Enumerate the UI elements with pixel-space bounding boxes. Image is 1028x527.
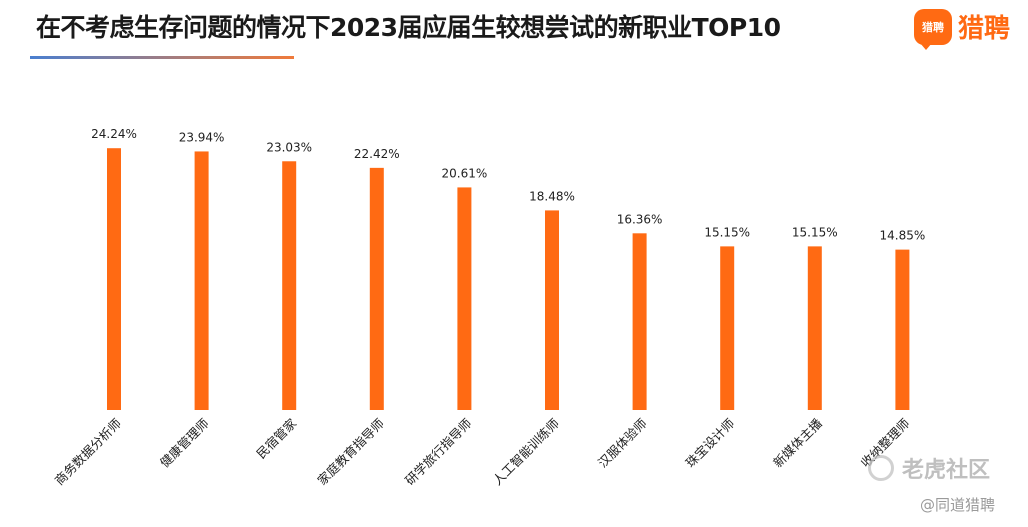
bar-3 <box>282 161 297 410</box>
data-label: 24.24% <box>91 127 137 141</box>
bar-8 <box>720 246 735 410</box>
brand-logo: 猎聘 猎聘 <box>914 8 1011 50</box>
bar-10 <box>895 249 910 410</box>
data-label: 23.94% <box>179 130 225 144</box>
logo-badge-icon: 猎聘 <box>914 8 952 50</box>
logo-text: 猎聘 <box>958 14 1011 44</box>
data-label: 16.36% <box>617 212 663 226</box>
data-label: 18.48% <box>529 189 575 203</box>
watermark-community-text: 老虎社区 <box>902 458 991 483</box>
data-label: 14.85% <box>880 229 926 243</box>
x-tick-label: 民宿管家 <box>253 415 299 461</box>
data-label: 15.15% <box>704 225 750 239</box>
x-tick-label: 珠宝设计师 <box>683 416 738 471</box>
bar-1 <box>107 148 121 410</box>
bar-6 <box>545 210 559 410</box>
x-tick-label: 商务数据分析师 <box>52 416 124 488</box>
watermark-community: 老虎社区 <box>868 452 990 484</box>
x-tick-label: 新媒体主播 <box>770 415 825 470</box>
x-tick-label: 汉服体验师 <box>595 416 650 471</box>
data-label: 22.42% <box>354 147 400 161</box>
tiger-icon <box>868 455 894 481</box>
bar-5 <box>457 187 472 410</box>
bar-4 <box>369 167 384 410</box>
x-tick-label: 家庭教育指导师 <box>314 416 386 488</box>
bar-9 <box>807 246 822 410</box>
bar-7 <box>632 233 647 410</box>
x-tick-label: 人工智能训练师 <box>490 416 562 488</box>
page-title: 在不考虑生存问题的情况下2023届应届生较想尝试的新职业TOP10 <box>36 13 781 42</box>
data-label: 15.15% <box>792 225 838 239</box>
x-tick-label: 研学旅行指导师 <box>402 416 474 488</box>
title-underline <box>30 56 294 59</box>
bar-2 <box>194 151 209 410</box>
data-label: 23.03% <box>266 140 312 154</box>
watermark-source: @同道猎聘 <box>920 496 996 514</box>
data-label: 20.61% <box>442 166 488 180</box>
x-tick-label: 健康管理师 <box>157 416 212 471</box>
